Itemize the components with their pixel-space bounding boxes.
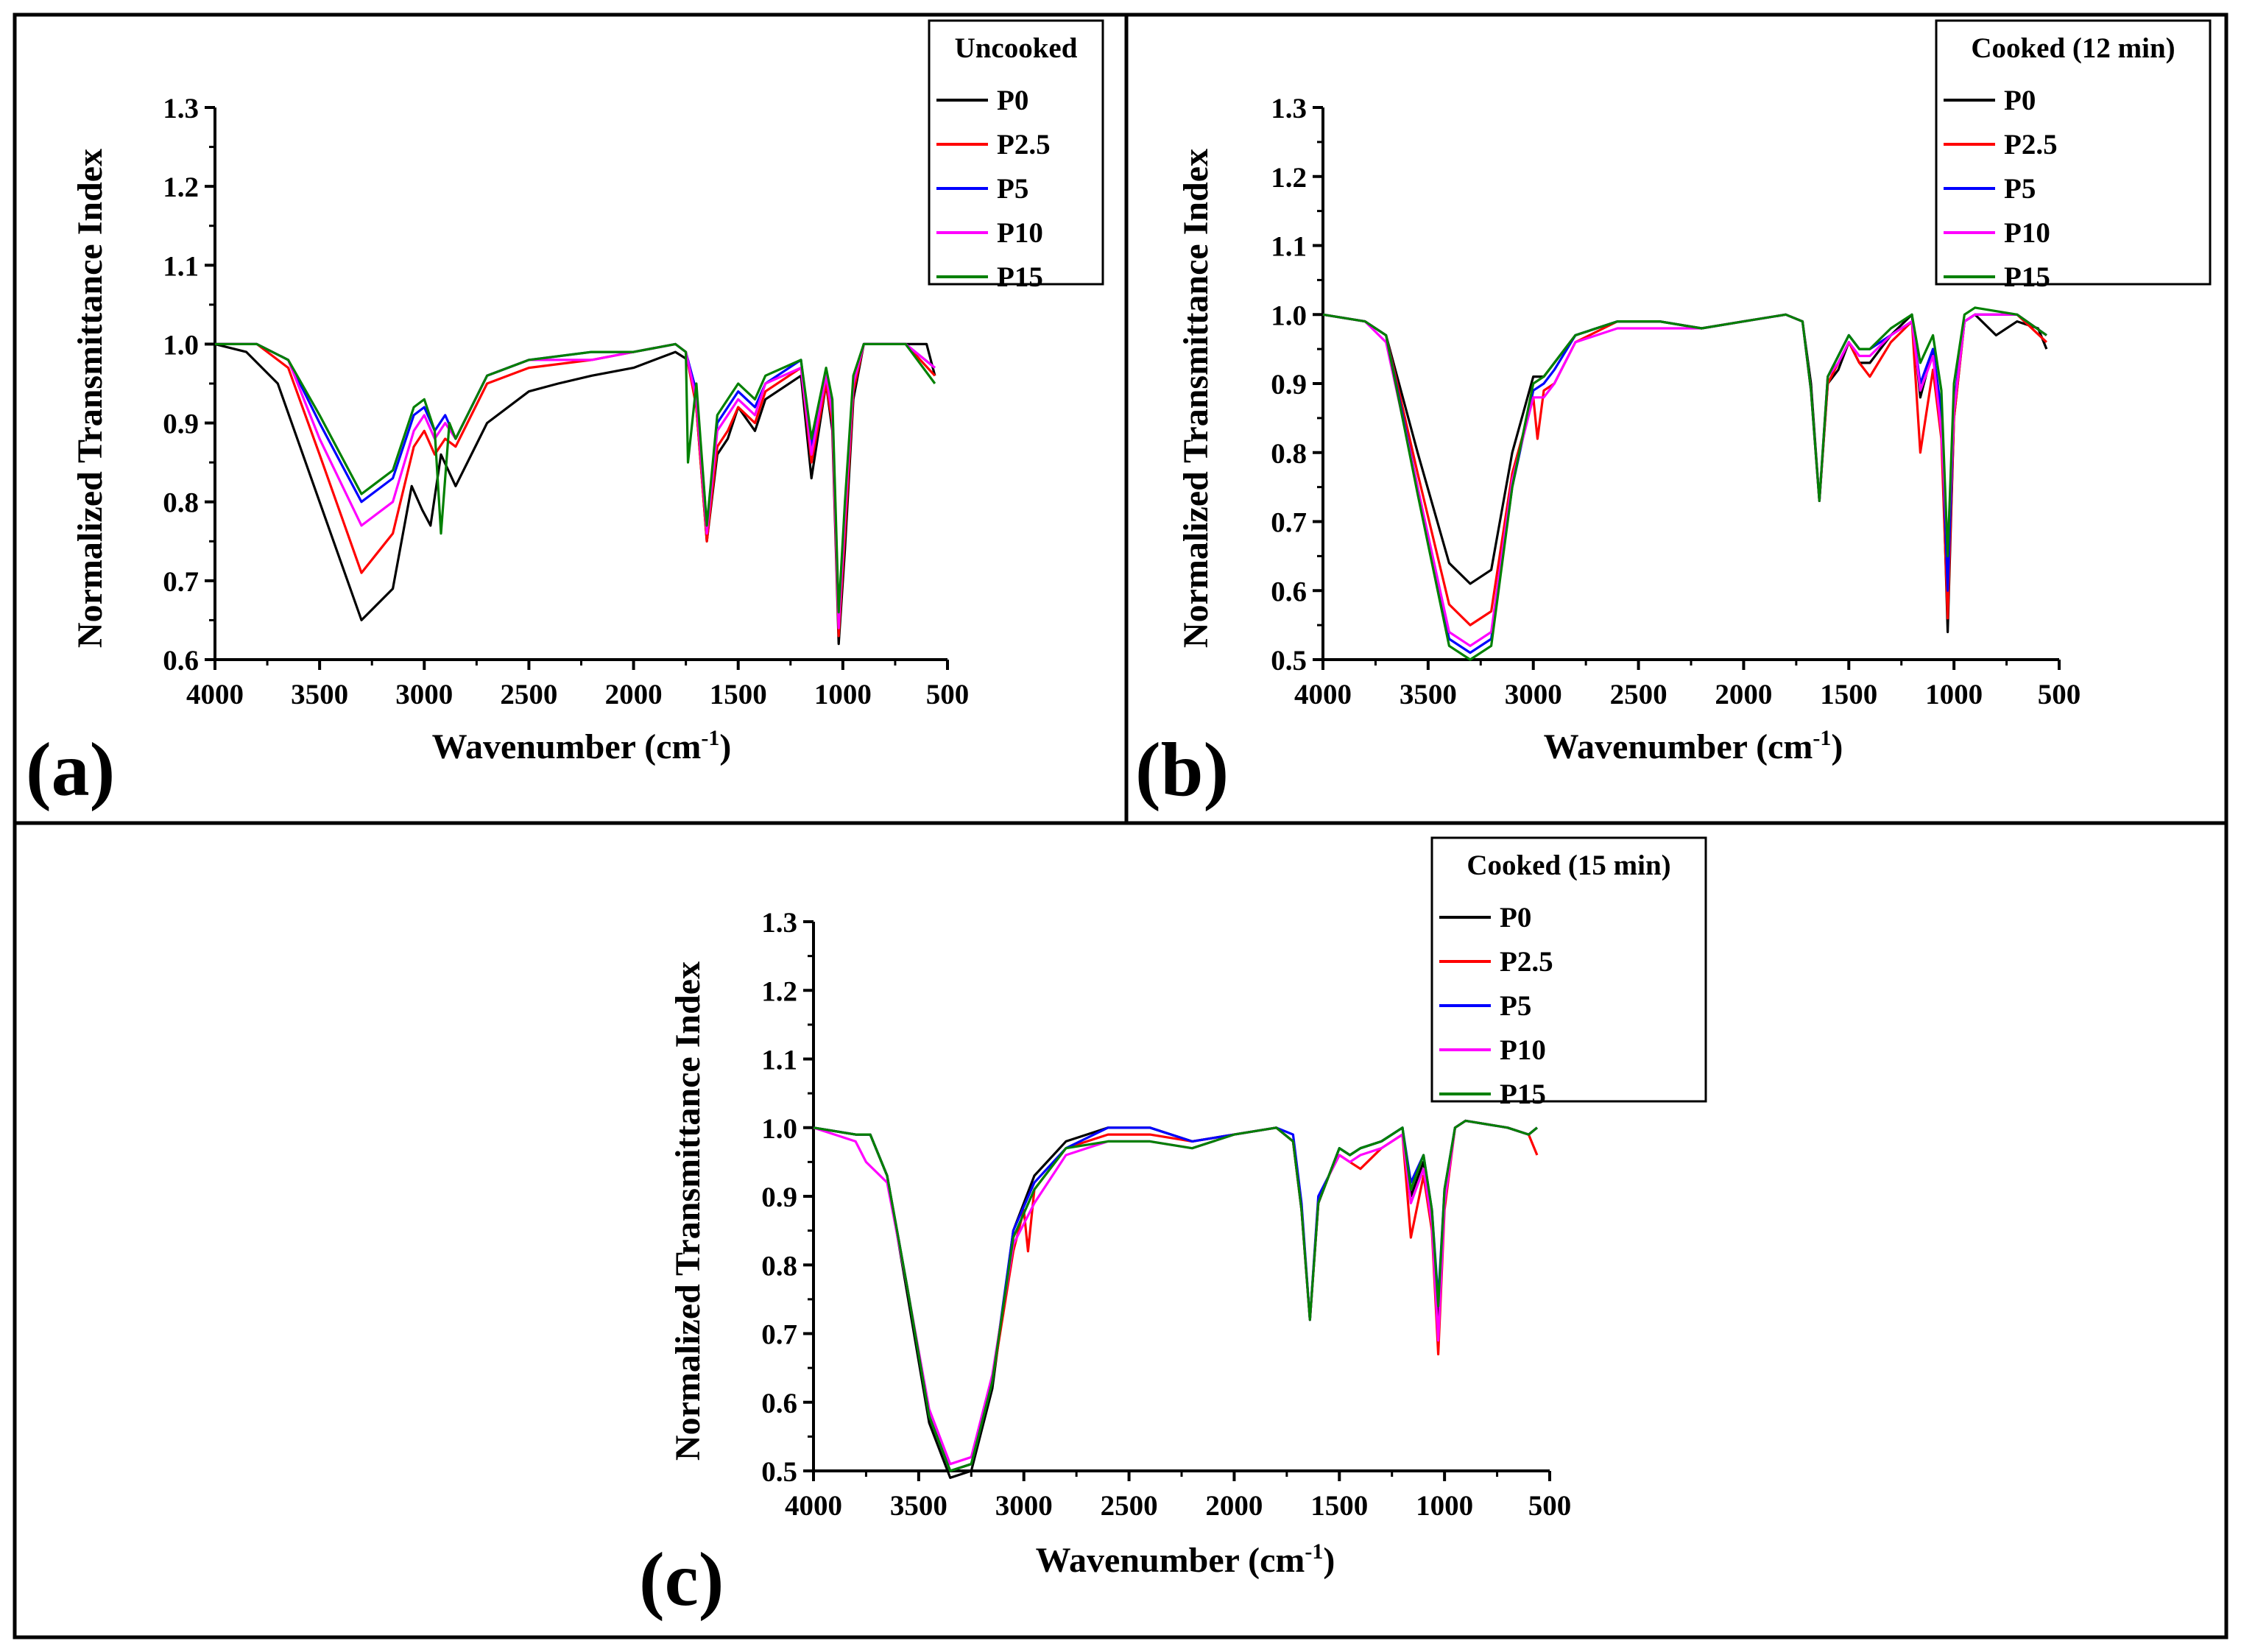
series-line-p15: [215, 342, 936, 614]
x-tick-label: 500: [1528, 1490, 1572, 1522]
y-tick-label: 1.1: [163, 250, 199, 282]
y-tick-label: 0.5: [1271, 645, 1307, 677]
y-tick-label: 0.5: [761, 1456, 797, 1488]
legend-entry-p10: P10: [997, 217, 1043, 249]
x-tick-label: 2000: [1715, 679, 1772, 710]
chart-uncooked: 0.6 0.7 0.8 0.9 1.0 1.1 1.2 1.3 4000 3500 3000 2500…: [71, 19, 1104, 766]
legend-entry-p0: P0: [1500, 902, 1531, 933]
x-tick-label: 2000: [1205, 1490, 1263, 1522]
panel-label-c: (c): [639, 1537, 724, 1622]
legend-box: [928, 19, 1104, 286]
legend-entry-p0: P0: [2004, 85, 2036, 116]
x-tick-label: 4000: [186, 679, 244, 710]
x-axis-label: Wavenumber (cm-1): [1544, 726, 1843, 766]
y-tick-label: 0.8: [1271, 438, 1307, 470]
y-tick-label: 0.7: [163, 566, 199, 598]
x-tick-label: 3500: [890, 1490, 947, 1522]
y-tick-label: 0.7: [761, 1319, 797, 1351]
chart-cooked-15-min: 0.5 0.6 0.7 0.8 0.9 1.0 1.1 1.2 1.3 4000 3500 3000 2…: [668, 836, 1707, 1580]
x-tick-label: 4000: [1294, 679, 1352, 710]
x-tick-label: 1500: [1310, 1490, 1368, 1522]
legend-entry-p2-5: P2.5: [2004, 129, 2058, 160]
legend-box: [1935, 19, 2212, 286]
legend-entry-p5: P5: [1500, 990, 1531, 1022]
legend-entry-p0: P0: [997, 85, 1028, 116]
x-tick-label: 3000: [395, 679, 453, 710]
x-tick-label: 1000: [1925, 679, 1983, 710]
y-tick-label: 0.8: [761, 1250, 797, 1282]
x-axis-label: Wavenumber (cm-1): [1036, 1539, 1335, 1580]
x-tick-label: 1500: [1820, 679, 1877, 710]
y-tick-label: 1.1: [1271, 231, 1307, 263]
x-tick-label: 2500: [1101, 1490, 1158, 1522]
legend-entry-p2-5: P2.5: [1500, 946, 1553, 978]
y-tick-label: 0.9: [163, 409, 199, 440]
x-tick-label: 1000: [1416, 1490, 1473, 1522]
y-axis-label: Normalized Transmittance Index: [668, 961, 707, 1461]
x-axis-label: Wavenumber (cm-1): [432, 726, 732, 766]
panel-label-a: (a): [26, 727, 115, 812]
x-tick-label: 4000: [785, 1490, 842, 1522]
x-tick-label: 1000: [814, 679, 872, 710]
legend-title: Uncooked: [955, 32, 1078, 64]
y-tick-label: 1.2: [163, 172, 199, 203]
panel-label-b: (b): [1135, 727, 1229, 812]
x-tick-label: 3000: [995, 1490, 1053, 1522]
y-tick-label: 1.2: [761, 975, 797, 1007]
y-tick-label: 1.0: [1271, 300, 1307, 331]
legend-entry-p2-5: P2.5: [997, 129, 1051, 160]
legend-entry-p15: P15: [997, 261, 1043, 293]
x-tick-label: 3500: [1400, 679, 1457, 710]
y-tick-label: 1.3: [163, 93, 199, 124]
x-tick-label: 2000: [605, 679, 663, 710]
x-tick-label: 3000: [1505, 679, 1562, 710]
y-tick-label: 0.9: [1271, 369, 1307, 400]
series-line-p15: [813, 1119, 1538, 1472]
series-line-p15: [1322, 306, 2047, 661]
y-tick-label: 1.3: [761, 907, 797, 939]
chart-cooked-12-min: 0.5 0.6 0.7 0.8 0.9 1.0 1.1 1.2 1.3 4000 3500 3000 2…: [1176, 19, 2212, 766]
y-tick-label: 1.0: [163, 329, 199, 361]
y-tick-label: 0.6: [1271, 576, 1307, 607]
x-tick-label: 3500: [291, 679, 348, 710]
y-tick-label: 0.6: [761, 1388, 797, 1419]
x-tick-label: 2500: [1610, 679, 1667, 710]
x-tick-label: 500: [2038, 679, 2081, 710]
y-tick-label: 1.0: [761, 1113, 797, 1145]
legend-entry-p5: P5: [997, 173, 1028, 205]
legend-entry-p15: P15: [2004, 261, 2050, 293]
y-tick-label: 0.9: [761, 1182, 797, 1213]
y-axis-label: Normalized Transmittance Index: [1176, 149, 1215, 648]
legend-entry-p10: P10: [2004, 217, 2050, 249]
legend-entry-p15: P15: [1500, 1079, 1546, 1110]
y-tick-label: 1.2: [1271, 162, 1307, 194]
legend-entry-p10: P10: [1500, 1034, 1546, 1066]
outer-frame: [13, 13, 2228, 1639]
y-tick-label: 0.7: [1271, 507, 1307, 539]
x-tick-label: 1500: [710, 679, 767, 710]
x-tick-label: 2500: [500, 679, 557, 710]
legend-box: [1430, 836, 1707, 1103]
y-tick-label: 1.3: [1271, 93, 1307, 124]
legend-title: Cooked (12 min): [1971, 32, 2175, 64]
y-axis-label: Normalized Transmittance Index: [71, 149, 110, 648]
legend-title: Cooked (15 min): [1467, 850, 1670, 881]
y-tick-label: 1.1: [761, 1045, 797, 1076]
x-tick-label: 500: [926, 679, 970, 710]
y-tick-label: 0.8: [163, 487, 199, 519]
legend-entry-p5: P5: [2004, 173, 2036, 205]
panel-frames: [13, 13, 2228, 1639]
y-tick-label: 0.6: [163, 645, 199, 677]
